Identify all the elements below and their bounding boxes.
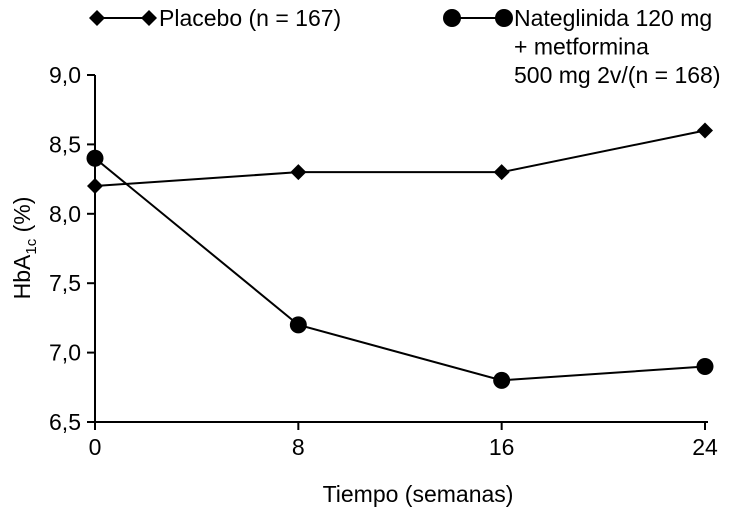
diamond-data-point [493, 164, 510, 181]
x-tick-label: 24 [692, 434, 718, 460]
y-tick-label: 8,0 [49, 201, 81, 227]
diamond-data-point [290, 164, 307, 181]
legend-label: + metformina [514, 34, 649, 60]
circle-data-point [86, 149, 104, 167]
y-tick-label: 9,0 [49, 62, 81, 88]
x-axis-label: Tiempo (semanas) [323, 481, 514, 507]
y-tick-label: 7,5 [49, 270, 81, 296]
x-tick-label: 16 [489, 434, 515, 460]
legend-label: Placebo (n = 167) [159, 5, 341, 31]
y-tick-label: 8,5 [49, 131, 81, 157]
legend-circle-icon [443, 9, 461, 27]
series-group [86, 122, 714, 389]
diamond-data-point [697, 122, 713, 139]
circle-data-point [696, 357, 714, 375]
legend-label: Nateglinida 120 mg [514, 5, 712, 31]
legend-diamond-icon [89, 10, 105, 26]
legend: Placebo (n = 167) Nateglinida 120 mg + met… [89, 5, 720, 88]
y-tick-label: 7,0 [49, 340, 81, 366]
series-line [94, 129, 706, 188]
axes: 6,5 7,0 7,5 8,0 8,5 9,0 0 8 16 24 [49, 62, 718, 460]
x-tick-label: 8 [292, 434, 305, 460]
circle-data-point [289, 316, 307, 334]
legend-diamond-icon [141, 10, 157, 26]
series-line [94, 157, 706, 382]
legend-circle-icon [495, 9, 513, 27]
circle-data-point [493, 371, 511, 389]
diamond-data-point [87, 178, 103, 195]
y-tick-label: 6,5 [49, 409, 81, 435]
x-tick-label: 0 [89, 434, 102, 460]
y-axis-label: HbA1c (%) [9, 197, 40, 300]
legend-label: 500 mg 2v/(n = 168) [514, 62, 720, 88]
